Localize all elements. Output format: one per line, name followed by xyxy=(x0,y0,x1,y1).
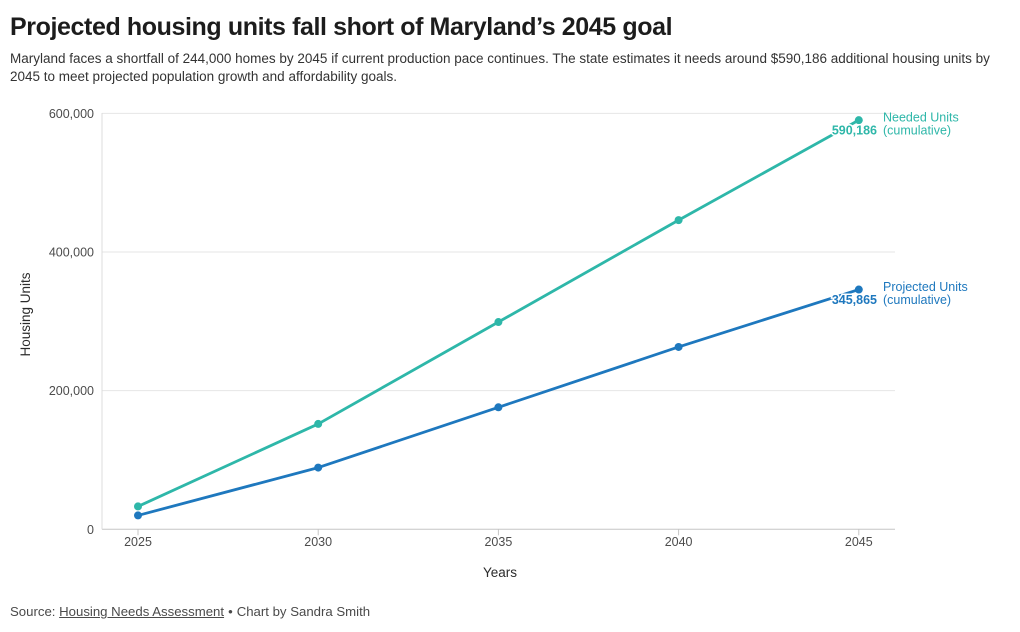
end-value-label: 345,865 xyxy=(832,293,877,307)
data-point xyxy=(674,216,683,225)
x-tick-label: 2040 xyxy=(665,535,693,549)
series-name-label: (cumulative) xyxy=(883,123,951,137)
data-point xyxy=(674,342,683,351)
series-name-label: Projected Units xyxy=(883,280,968,294)
y-tick-label: 0 xyxy=(87,523,94,537)
chart-title: Projected housing units fall short of Ma… xyxy=(10,13,673,41)
data-point xyxy=(134,502,142,511)
data-point xyxy=(494,318,503,327)
series-line xyxy=(136,118,861,508)
x-tick-label: 2025 xyxy=(124,535,152,549)
y-axis-title: Housing Units xyxy=(18,272,33,356)
data-point xyxy=(494,403,503,412)
data-point xyxy=(134,511,142,520)
series-line xyxy=(136,288,861,517)
x-tick-label: 2035 xyxy=(484,535,512,549)
chart-subtitle: Maryland faces a shortfall of 244,000 ho… xyxy=(10,51,990,84)
y-tick-label: 400,000 xyxy=(49,246,94,260)
data-point xyxy=(854,285,863,294)
series-name-label: (cumulative) xyxy=(883,293,951,307)
y-tick-label: 200,000 xyxy=(49,384,94,398)
footer-byline: Chart by Sandra Smith xyxy=(236,604,371,619)
footer-separator: • xyxy=(228,604,233,619)
data-point xyxy=(314,419,323,428)
chart-header: Projected housing units fall short of Ma… xyxy=(10,12,1008,85)
x-axis-title: Years xyxy=(483,565,517,580)
x-tick-label: 2045 xyxy=(845,535,873,549)
grid-layer: 600,000 400,000 200,000 0 2025 2030 2035 2040 20… xyxy=(49,107,895,549)
data-point xyxy=(854,116,863,125)
source-link[interactable]: Housing Needs Assessment xyxy=(59,604,225,619)
series-name-label: Needed Units xyxy=(883,111,959,125)
x-tick-label: 2030 xyxy=(304,535,332,549)
source-prefix: Source: xyxy=(10,604,60,619)
y-tick-label: 600,000 xyxy=(49,107,94,121)
end-value-label: 590,186 xyxy=(832,124,877,138)
footer: Source: Housing Needs Assessment • Chart b… xyxy=(10,604,370,619)
data-point xyxy=(314,463,323,472)
